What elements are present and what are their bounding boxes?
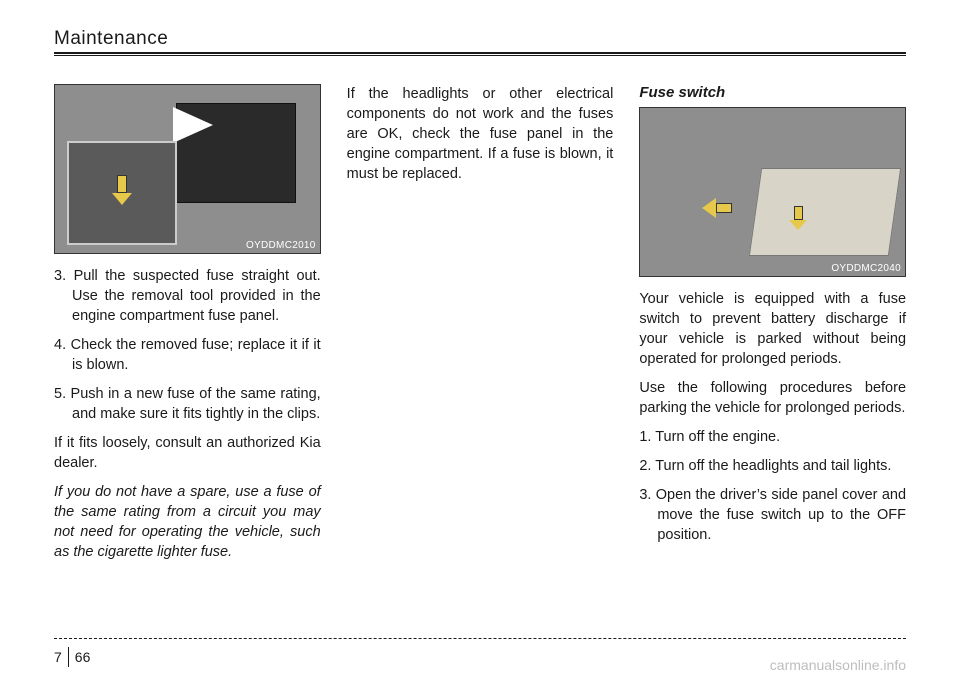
figure-fuse-switch: OYDDMC2040 [639, 107, 906, 277]
chapter-number: 7 [54, 647, 69, 667]
col3-step-3: 3. Open the driver’s side panel cover an… [639, 485, 906, 545]
arrow-down-icon [109, 175, 135, 205]
page-number: 7 66 [54, 647, 90, 667]
figure-code: OYDDMC2040 [831, 263, 901, 274]
callout-pointer [173, 107, 213, 143]
col3-step-2: 2. Turn off the headlights and tail ligh… [639, 456, 906, 476]
step-3: 3. Pull the suspected fuse straight out.… [54, 266, 321, 326]
header-rule-thick [54, 52, 906, 54]
figure-inset [67, 141, 177, 245]
col3-body: Your vehicle is equipped with a fuse swi… [639, 289, 906, 545]
column-3: Fuse switch OYDDMC2040 Your vehicle is e… [639, 84, 906, 571]
loose-note: If it fits loosely, consult an authorize… [54, 433, 321, 473]
step-5: 5. Push in a new fuse of the same rating… [54, 384, 321, 424]
arrow-left-icon [702, 198, 732, 218]
section-header: Maintenance [54, 28, 906, 50]
column-1: OYDDMC2010 3. Pull the suspected fuse st… [54, 84, 321, 571]
col3-p2: Use the following procedures before park… [639, 378, 906, 418]
step-4: 4. Check the removed fuse; replace it if… [54, 335, 321, 375]
fuse-panel-shape [749, 168, 901, 256]
col1-steps: 3. Pull the suspected fuse straight out.… [54, 266, 321, 424]
arrow-down-icon [787, 206, 809, 232]
column-2: If the headlights or other electrical co… [347, 84, 614, 571]
figure-code: OYDDMC2010 [246, 240, 316, 251]
content-columns: OYDDMC2010 3. Pull the suspected fuse st… [54, 74, 906, 571]
col2-body: If the headlights or other electrical co… [347, 84, 614, 184]
figure-engine-fuse: OYDDMC2010 [54, 84, 321, 254]
footer-dashed-rule [54, 638, 906, 639]
col3-step-1: 1. Turn off the engine. [639, 427, 906, 447]
watermark-text: carmanualsonline.info [770, 657, 906, 673]
col3-p1: Your vehicle is equipped with a fuse swi… [639, 289, 906, 369]
fuse-switch-heading: Fuse switch [639, 84, 906, 101]
col3-steps: 1. Turn off the engine. 2. Turn off the … [639, 427, 906, 545]
header-rule-thin [54, 55, 906, 56]
manual-page: Maintenance OYDDMC2010 3. Pull the suspe… [0, 0, 960, 689]
page-number-value: 66 [69, 649, 91, 665]
col2-paragraph: If the headlights or other electrical co… [347, 84, 614, 184]
spare-note: If you do not have a spare, use a fuse o… [54, 482, 321, 562]
col1-body: 3. Pull the suspected fuse straight out.… [54, 266, 321, 562]
